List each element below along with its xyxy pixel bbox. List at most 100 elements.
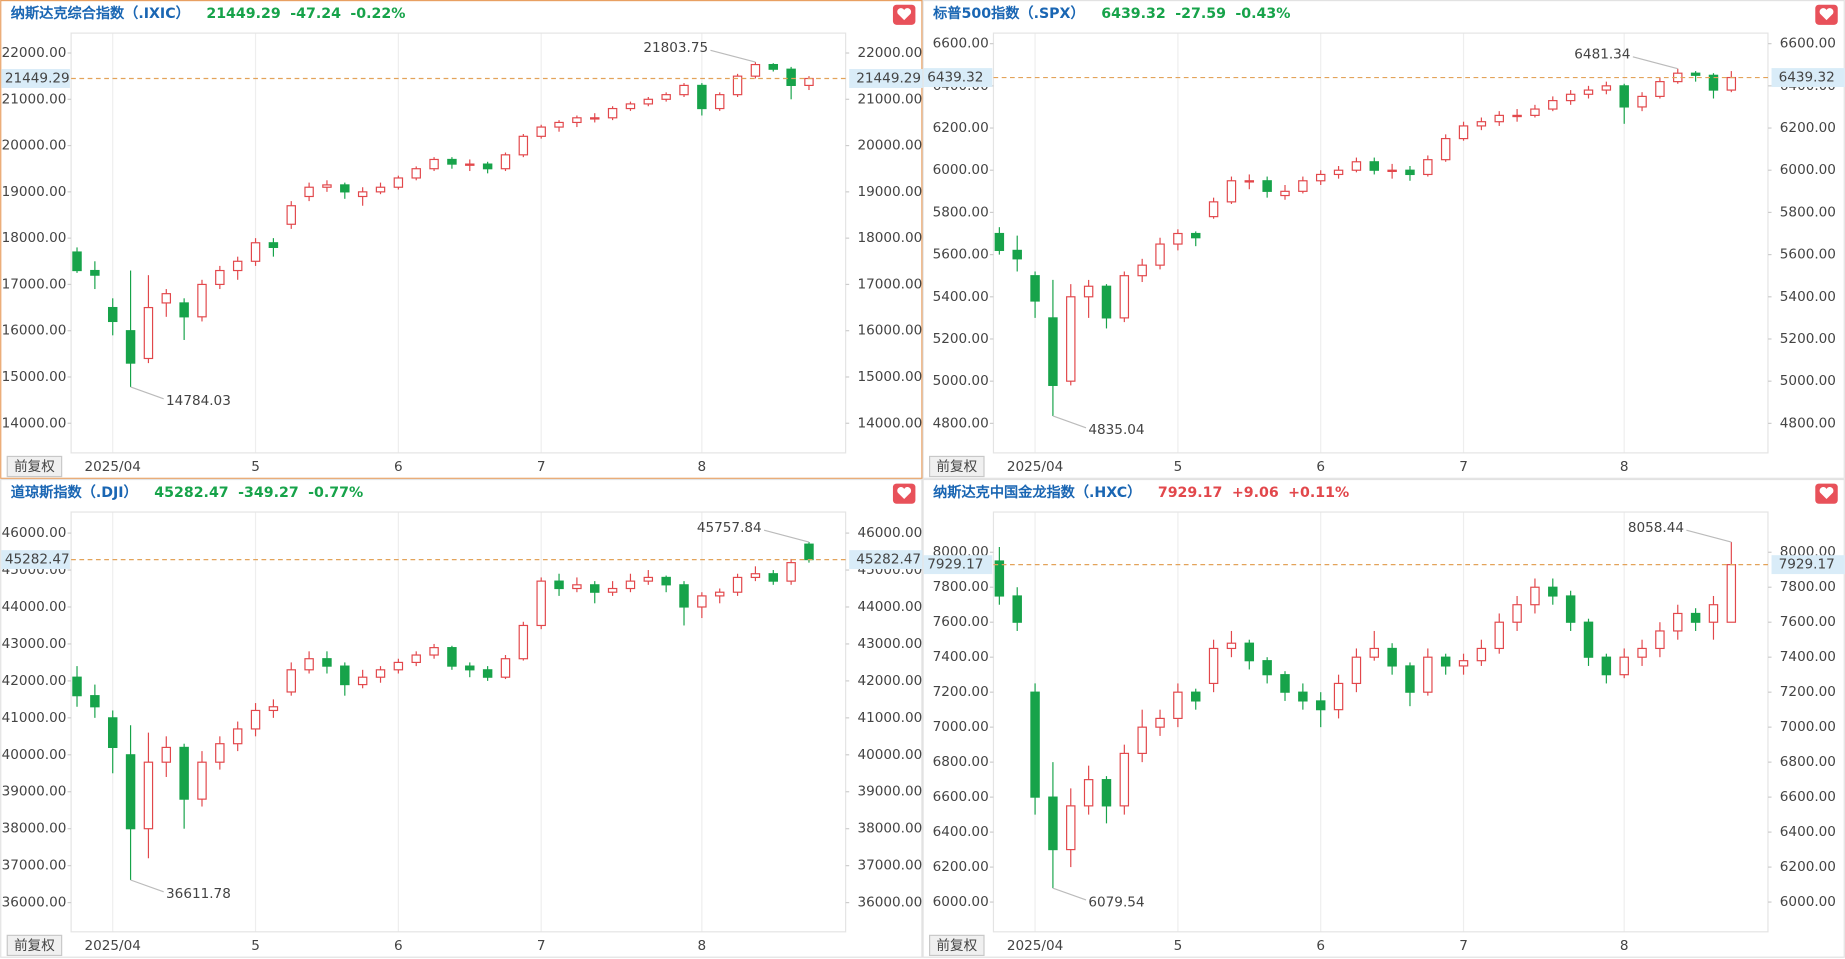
y-tick-label: 6200.00 [933, 120, 989, 136]
candle-body [1637, 95, 1647, 108]
y-tick-label: 18000.00 [857, 230, 922, 246]
y-tick-label: 14000.00 [857, 415, 922, 431]
y-tick-label: 36000.00 [857, 895, 922, 911]
candle-body [994, 560, 1005, 597]
y-tick-label: 44000.00 [857, 599, 922, 615]
candle-body [125, 330, 136, 364]
adjust-box[interactable] [929, 455, 985, 478]
candle-body [1012, 249, 1022, 260]
max-annotation: 21803.75 [643, 40, 708, 56]
plot-frame [992, 511, 1769, 933]
candle-body [1494, 621, 1504, 650]
x-tick-label: 7 [1459, 459, 1468, 475]
last-price-tag [1, 550, 70, 570]
candle-body [179, 302, 189, 318]
y-tick-label: 7400.00 [1780, 649, 1836, 665]
candle-body [697, 595, 707, 608]
candle-body [1137, 264, 1147, 277]
plot-frame [70, 32, 847, 454]
last-price-tag [923, 68, 993, 88]
x-tick-label: 5 [1174, 459, 1183, 475]
y-tick-label: 5400.00 [1780, 289, 1836, 305]
last-price-label: 21449.29 [5, 70, 70, 86]
candle-body [554, 121, 564, 128]
candle-body [768, 573, 779, 582]
candle-body [429, 158, 439, 170]
candle-body [1315, 700, 1326, 711]
candle-body [804, 543, 814, 561]
x-tick-label: 6 [1316, 459, 1325, 475]
candle-body [994, 232, 1005, 251]
x-tick-label: 8 [698, 938, 707, 954]
candle-body [1280, 674, 1290, 693]
y-tick-label: 6000.00 [1780, 162, 1836, 178]
y-tick-label: 19000.00 [857, 184, 922, 200]
candle-body [1476, 647, 1487, 662]
y-tick-label: 17000.00 [2, 276, 67, 292]
x-tick-label: 2025/04 [1007, 938, 1063, 954]
candle-body [1619, 85, 1629, 108]
candle-body [1476, 121, 1487, 127]
candle-body [572, 584, 582, 590]
y-tick-label: 5600.00 [933, 247, 989, 263]
min-leader [1052, 887, 1087, 901]
min-annotation: 36611.78 [166, 886, 231, 902]
adjust-label[interactable]: 前复权 [936, 937, 977, 954]
last-price-tag [849, 69, 923, 88]
adjust-box[interactable] [6, 934, 63, 957]
candle-body [1030, 691, 1040, 798]
chart-header: 纳斯达克中国金龙指数（.HXC） 7929.17 +9.06 +0.11% [933, 484, 1349, 501]
price-change-pct: +0.11% [1288, 485, 1349, 501]
candle-body [518, 624, 529, 660]
candle-body [732, 75, 743, 96]
candle-body [536, 580, 546, 627]
y-tick-label: 7000.00 [933, 719, 989, 735]
candle-body [1298, 180, 1308, 192]
chart-title: 标普500指数（.SPX） [932, 5, 1085, 22]
y-tick-label: 6200.00 [933, 859, 989, 875]
y-tick-label: 21000.00 [2, 91, 67, 107]
adjust-label[interactable]: 前复权 [936, 458, 977, 475]
favorite-heart [1819, 487, 1834, 500]
candle-body [72, 676, 82, 697]
adjust-label[interactable]: 前复权 [14, 458, 55, 475]
candle-body [1083, 285, 1094, 298]
y-tick-label: 41000.00 [857, 710, 922, 726]
y-tick-label: 7600.00 [1780, 614, 1836, 630]
y-tick-label: 6000.00 [1780, 894, 1836, 910]
last-price-label: 45282.47 [5, 552, 70, 568]
last-price-tag [1771, 68, 1845, 88]
y-tick-label: 7400.00 [933, 649, 989, 665]
candle-body [1673, 612, 1683, 632]
chart-panel: 2025/04 5 6 7 8 14000.00 14000.00 15000.00 15000… [0, 0, 923, 479]
candle-body [197, 283, 207, 318]
candle-body [1369, 161, 1379, 171]
y-tick-label: 40000.00 [857, 747, 922, 763]
adjust-label[interactable]: 前复权 [14, 937, 55, 954]
candle-body [1208, 647, 1219, 685]
last-price-label: 7929.17 [927, 557, 983, 573]
last-price-tag [1, 69, 70, 88]
favorite-heart [897, 487, 912, 500]
y-tick-label: 43000.00 [857, 636, 922, 652]
candle-body [1440, 656, 1451, 667]
chart-header: 道琼斯指数（.DJI） 45282.47 -349.27 -0.77% [11, 484, 363, 501]
y-tick-label: 6000.00 [933, 894, 989, 910]
price-change: -47.24 [290, 6, 341, 22]
candle-body [143, 761, 154, 830]
candle-body [215, 743, 225, 763]
candle-body [357, 191, 368, 198]
max-leader [710, 49, 756, 63]
y-tick-label: 38000.00 [857, 821, 922, 837]
y-tick-label: 21000.00 [857, 91, 922, 107]
y-tick-label: 5400.00 [933, 289, 989, 305]
chart-panel: 2025/04 5 6 7 8 6000.00 6000.00 6200.00 6200.00 6… [922, 478, 1845, 958]
y-tick-label: 7000.00 [1780, 719, 1836, 735]
candle-body [1333, 682, 1344, 711]
adjust-box[interactable] [6, 455, 63, 478]
y-tick-label: 37000.00 [857, 858, 922, 874]
candle-body [625, 103, 636, 110]
max-annotation: 45757.84 [697, 520, 762, 536]
adjust-box[interactable] [929, 934, 985, 957]
